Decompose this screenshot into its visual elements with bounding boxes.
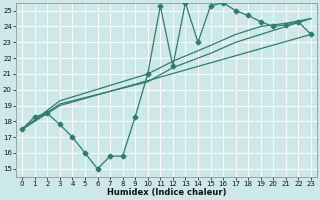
X-axis label: Humidex (Indice chaleur): Humidex (Indice chaleur) bbox=[107, 188, 226, 197]
